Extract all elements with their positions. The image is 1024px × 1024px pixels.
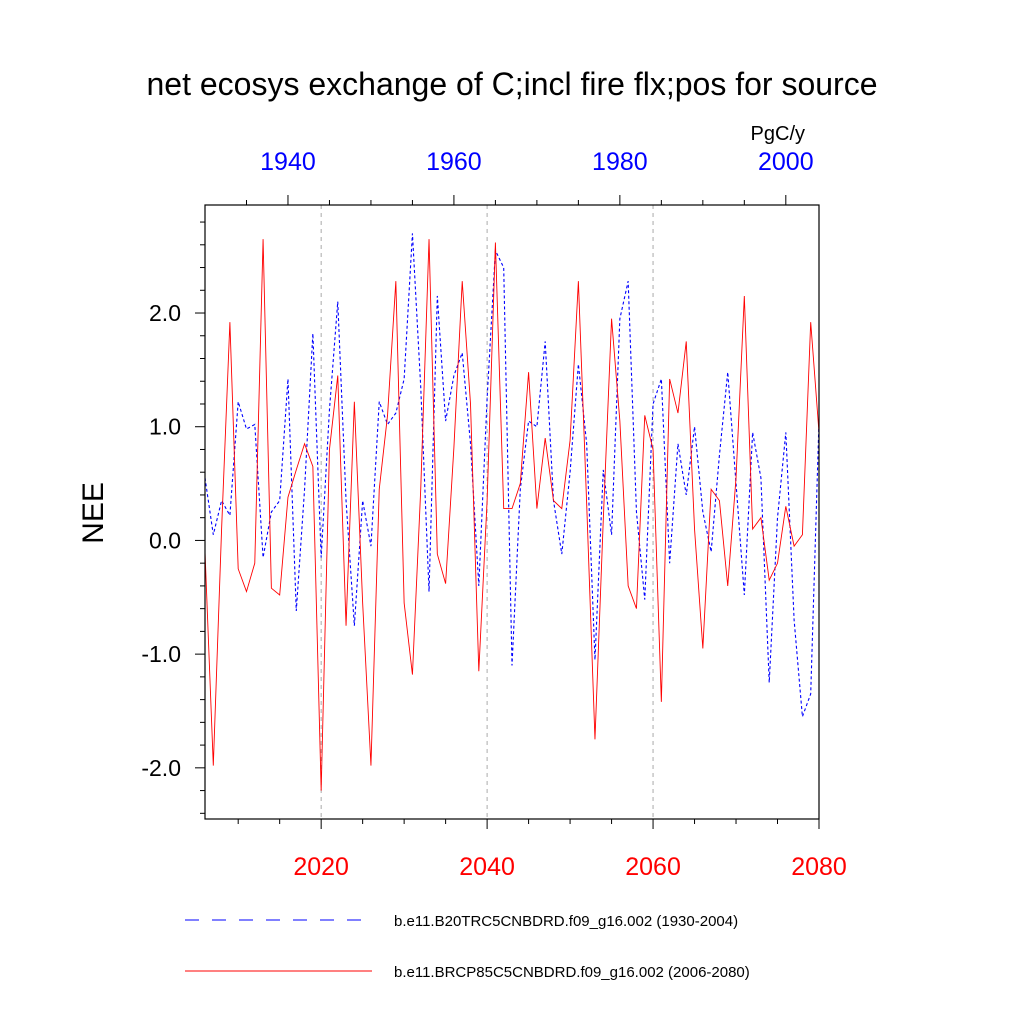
top-tick-label-1940: 1940: [260, 148, 316, 176]
top-tick-label-1960: 1960: [426, 148, 482, 176]
y-tick-label--1.0: -1.0: [141, 641, 181, 667]
y-axis-label: NEE: [77, 482, 110, 544]
units-label: PgC/y: [751, 123, 805, 145]
bottom-tick-label-2080: 2080: [791, 853, 847, 881]
bottom-tick-label-2060: 2060: [625, 853, 681, 881]
legend-label-1: b.e11.BRCP85C5CNBDRD.f09_g16.002 (2006-2…: [394, 964, 750, 981]
y-tick-label-0.0: 0.0: [149, 527, 181, 553]
axes: -2.0 -1.0 0.0 1.0 2.0 1940 1960 1980 2000 2020 204…: [141, 148, 846, 881]
y-tick-label-2.0: 2.0: [149, 300, 181, 326]
legend-label-0: b.e11.B20TRC5CNBDRD.f09_g16.002 (1930-20…: [394, 913, 738, 930]
series-lines: [204, 233, 820, 791]
series-line-1: [204, 239, 820, 791]
y-tick-label-1.0: 1.0: [149, 414, 181, 440]
legend: b.e11.B20TRC5CNBDRD.f09_g16.002 (1930-20…: [185, 913, 750, 981]
plot-frame: [204, 204, 820, 820]
bottom-tick-label-2040: 2040: [459, 853, 515, 881]
top-tick-label-1980: 1980: [592, 148, 648, 176]
top-tick-label-2000: 2000: [758, 148, 814, 176]
grid-lines: [320, 205, 654, 819]
chart-title: net ecosys exchange of C;incl fire flx;p…: [146, 66, 877, 102]
bottom-tick-label-2020: 2020: [293, 853, 349, 881]
y-tick-label--2.0: -2.0: [141, 755, 181, 781]
series-line-0: [204, 233, 820, 717]
